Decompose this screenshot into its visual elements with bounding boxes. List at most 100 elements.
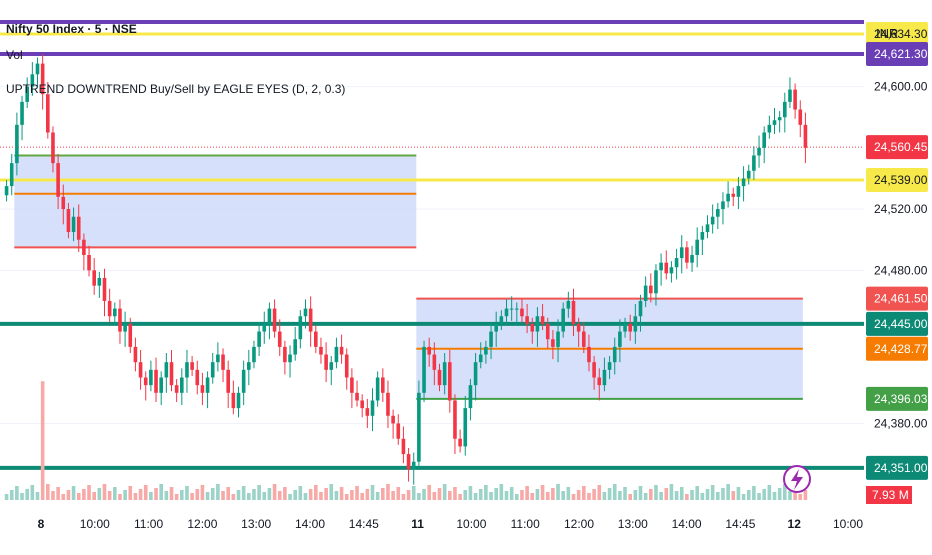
candle-body-107 <box>556 331 560 347</box>
candle-body-101 <box>525 316 529 324</box>
candle-body-115 <box>597 377 602 386</box>
volume-bar-134 <box>695 486 699 500</box>
candle-body-153 <box>793 89 797 110</box>
price-tag-label-6: 24,428.77 <box>874 342 928 356</box>
volume-bar-45 <box>236 490 241 500</box>
volume-bar-30 <box>159 484 163 500</box>
candle-body-94 <box>489 331 493 347</box>
volume-bar-0 <box>4 494 9 500</box>
candle-body-80 <box>417 392 421 462</box>
x-tick-label-1: 10:00 <box>80 517 110 531</box>
volume-bar-102 <box>530 493 535 500</box>
candle-body-142 <box>736 186 741 197</box>
volume-bar-75 <box>391 491 395 500</box>
volume-bar-82 <box>427 485 431 500</box>
volume-bar-137 <box>710 485 715 500</box>
candle-body-5 <box>30 74 35 87</box>
zone-fill-0 <box>14 155 417 248</box>
volume-bar-115 <box>597 485 602 500</box>
volume-bar-68 <box>355 486 359 500</box>
indicator-label[interactable]: UPTREND DOWNTREND Buy/Sell by EAGLE EYES… <box>6 82 346 96</box>
candle-body-72 <box>375 377 380 401</box>
volume-bar-49 <box>257 485 261 500</box>
candle-body-147 <box>762 132 766 148</box>
volume-bar-54 <box>283 487 287 500</box>
candle-body-112 <box>582 331 586 347</box>
candle-body-155 <box>803 124 808 148</box>
volume-bar-22 <box>118 494 122 500</box>
volume-bar-151 <box>783 484 787 500</box>
volume-bar-7 <box>40 381 45 500</box>
volume-bar-26 <box>138 489 143 500</box>
volume-bar-111 <box>576 490 581 500</box>
x-tick-label-11: 13:00 <box>618 517 648 531</box>
candle-body-82 <box>427 346 431 355</box>
candle-body-110 <box>571 300 576 324</box>
volume-bar-144 <box>746 490 751 500</box>
candle-body-34 <box>180 377 184 393</box>
volume-bar-105 <box>545 492 550 500</box>
candle-body-59 <box>308 308 313 332</box>
volume-bar-53 <box>277 491 282 500</box>
candle-body-71 <box>370 400 375 416</box>
candle-body-79 <box>411 461 416 470</box>
volume-bar-57 <box>298 486 303 500</box>
candle-body-17 <box>92 270 96 286</box>
volume-bar-139 <box>721 488 725 500</box>
volume-bar-114 <box>592 489 596 500</box>
candle-body-144 <box>746 170 751 179</box>
volume-bar-18 <box>97 488 102 500</box>
volume-bar-87 <box>453 487 457 500</box>
candle-body-28 <box>149 369 153 386</box>
volume-bar-41 <box>216 484 220 500</box>
candle-body-21 <box>113 308 117 317</box>
volume-bar-126 <box>654 485 658 500</box>
x-tick-label-12: 14:00 <box>672 517 702 531</box>
volume-bar-141 <box>731 491 736 500</box>
volume-bar-104 <box>540 485 545 500</box>
volume-bar-113 <box>587 493 591 500</box>
candle-body-8 <box>46 94 50 133</box>
price-tag-label-7: 24,396.03 <box>874 392 928 406</box>
price-tag-label-8: 24,351.00 <box>874 461 928 475</box>
candle-body-13 <box>71 216 76 233</box>
volume-bar-118 <box>612 484 617 500</box>
volume-bar-56 <box>293 490 297 500</box>
candle-body-93 <box>484 346 488 355</box>
price-tag-label-3: 24,539.00 <box>874 173 928 187</box>
volume-bar-28 <box>149 492 153 500</box>
volume-bar-123 <box>638 486 643 500</box>
candle-body-37 <box>195 369 200 386</box>
volume-bar-133 <box>690 490 694 500</box>
volume-bar-70 <box>365 489 370 500</box>
candle-body-3 <box>20 101 24 125</box>
volume-bar-121 <box>628 494 632 500</box>
candle-body-86 <box>448 362 452 401</box>
candle-body-25 <box>133 346 138 363</box>
volume-bar-29 <box>154 488 158 500</box>
volume-bar-79 <box>411 486 416 500</box>
candle-body-12 <box>66 209 71 233</box>
candle-body-149 <box>772 120 777 125</box>
candle-body-54 <box>283 346 287 363</box>
volume-bar-5 <box>30 485 35 500</box>
volume-bar-32 <box>169 487 174 500</box>
candle-body-51 <box>267 308 272 324</box>
candle-body-146 <box>757 147 761 156</box>
volume-bar-98 <box>509 487 514 500</box>
candle-body-85 <box>442 362 447 386</box>
x-tick-label-6: 14:45 <box>349 517 379 531</box>
candle-body-55 <box>288 354 292 363</box>
candle-body-50 <box>262 323 267 332</box>
candle-body-96 <box>499 316 504 324</box>
volume-bar-94 <box>489 492 493 500</box>
candle-body-47 <box>247 362 251 370</box>
candle-body-123 <box>638 300 643 317</box>
candle-body-49 <box>257 331 261 347</box>
volume-bar-76 <box>396 487 401 500</box>
volume-bar-27 <box>143 485 148 500</box>
candle-body-23 <box>123 323 127 332</box>
candle-body-83 <box>432 354 437 370</box>
volume-bar-50 <box>262 492 267 500</box>
